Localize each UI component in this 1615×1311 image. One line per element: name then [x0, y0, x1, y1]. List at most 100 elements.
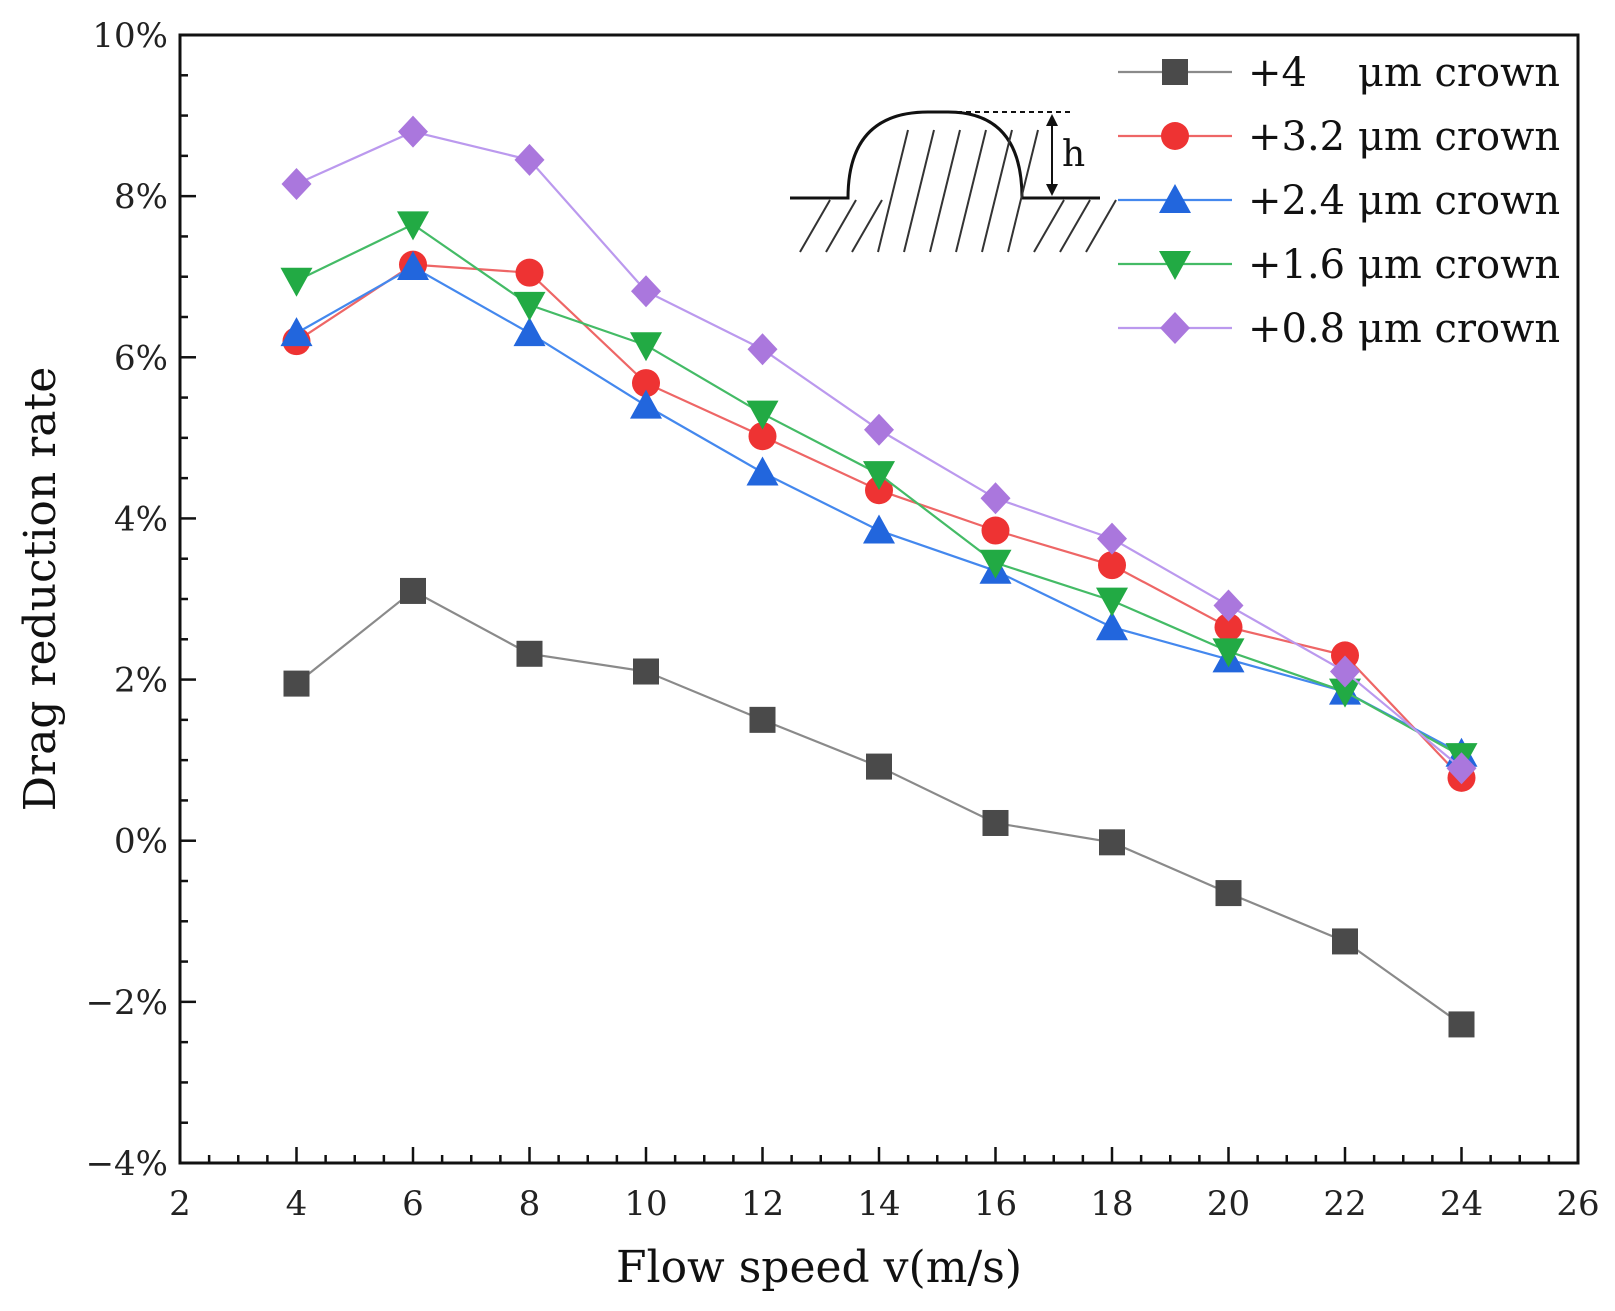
- x-tick-label: 2: [169, 1184, 191, 1224]
- y-tick-label: 10%: [92, 16, 168, 56]
- legend-entry-2: +2.4 μm crown: [1118, 178, 1560, 224]
- crown-outline: [790, 110, 1100, 200]
- y-tick-label: 8%: [114, 177, 168, 217]
- series-line: [295, 589, 1463, 1026]
- data-point: [1215, 880, 1242, 907]
- x-tick-label: 4: [286, 1184, 308, 1224]
- y-tick-label: 2%: [114, 661, 168, 701]
- axis-labels: Flow speed v(m/s) Drag reduction rate: [15, 367, 1022, 1293]
- data-point: [632, 369, 660, 398]
- data-point: [1446, 752, 1477, 785]
- y-tick-label: −4%: [86, 1144, 168, 1184]
- data-point: [981, 516, 1010, 545]
- x-tick-label: 24: [1440, 1184, 1483, 1224]
- data-point: [281, 168, 312, 201]
- data-point: [1329, 678, 1361, 708]
- legend-marker: [1160, 312, 1190, 344]
- data-point: [866, 753, 892, 780]
- series-1: [282, 250, 1476, 792]
- data-point: [400, 577, 426, 604]
- x-tick-label: 14: [857, 1184, 900, 1224]
- data-point: [280, 267, 313, 297]
- data-point: [749, 706, 776, 733]
- hatch-line: [851, 199, 883, 253]
- data-point: [864, 413, 894, 446]
- y-axis-title: Drag reduction rate: [15, 367, 66, 811]
- data-point: [283, 670, 310, 697]
- x-tick-label: 22: [1323, 1184, 1366, 1224]
- data-point: [1330, 655, 1360, 688]
- data-point: [513, 317, 546, 347]
- data-point: [1213, 589, 1244, 622]
- data-point: [747, 333, 778, 366]
- legend-entry-0: +4 μm crown: [1118, 50, 1560, 96]
- data-point: [1448, 1011, 1475, 1038]
- x-tick-label: 18: [1090, 1184, 1133, 1224]
- data-point: [1214, 613, 1243, 642]
- legend-marker: [1161, 122, 1189, 150]
- legend-marker: [1159, 184, 1191, 213]
- data-point: [280, 317, 313, 347]
- x-tick-label: 10: [624, 1184, 667, 1224]
- legend-entry-3: +1.6 μm crown: [1118, 242, 1560, 288]
- y-tick-label: 0%: [114, 822, 168, 862]
- hatch-line: [1085, 199, 1117, 253]
- x-tick-label: 12: [741, 1184, 784, 1224]
- data-point: [748, 422, 777, 451]
- x-tick-label: 20: [1207, 1184, 1250, 1224]
- data-point: [1098, 551, 1126, 580]
- data-point: [633, 658, 659, 685]
- arrow-head-top: [1046, 114, 1058, 126]
- data-point: [982, 809, 1009, 836]
- x-tick-label: 8: [519, 1184, 541, 1224]
- data-point: [513, 291, 546, 321]
- legend-label: +4 μm crown: [1248, 50, 1560, 96]
- x-axis-title: Flow speed v(m/s): [616, 1242, 1022, 1293]
- hatch-line: [1007, 129, 1039, 253]
- hatch-line: [825, 199, 857, 253]
- data-point: [515, 258, 544, 287]
- legend-entry-4: +0.8 μm crown: [1118, 306, 1560, 352]
- height-label: h: [1062, 134, 1085, 175]
- data-point: [1332, 928, 1358, 955]
- legend-entry-1: +3.2 μm crown: [1118, 114, 1560, 160]
- legend-marker: [1162, 59, 1188, 85]
- legend-label: +3.2 μm crown: [1248, 114, 1560, 160]
- data-point: [516, 640, 543, 667]
- arrow-head-bottom: [1046, 184, 1058, 196]
- data-point: [1096, 611, 1128, 641]
- data-point: [979, 549, 1012, 579]
- data-point: [398, 115, 428, 148]
- hatch-line: [1059, 199, 1091, 253]
- data-point: [397, 211, 429, 241]
- data-point: [514, 143, 545, 176]
- legend-marker: [1159, 251, 1191, 280]
- hatch-line: [981, 129, 1013, 253]
- y-tick-label: −2%: [86, 983, 168, 1023]
- data-point: [1096, 587, 1128, 617]
- data-point: [397, 251, 429, 281]
- y-tick-label: 4%: [114, 499, 168, 539]
- data-point: [865, 476, 893, 505]
- x-tick-label: 16: [974, 1184, 1017, 1224]
- series-layer: [280, 115, 1478, 1038]
- legend-label: +2.4 μm crown: [1248, 178, 1560, 224]
- data-point: [863, 514, 895, 544]
- x-tick-label: 6: [402, 1184, 424, 1224]
- hatch-line: [903, 129, 935, 253]
- data-point: [1099, 829, 1125, 856]
- legend: +4 μm crown +3.2 μm crown +2.4 μm crown +1.…: [1118, 50, 1560, 352]
- data-point: [1212, 638, 1245, 668]
- plot-frame: 2 4 6 8 10 12 14 16 18 20 22 24 26−4%−2%0%2%4%6%8%10…: [86, 16, 1600, 1224]
- y-tick-label: 6%: [114, 338, 168, 378]
- data-point: [746, 456, 779, 486]
- profile-inset: h: [790, 110, 1117, 253]
- hatch-line: [799, 199, 831, 253]
- legend-label: +0.8 μm crown: [1248, 306, 1560, 352]
- data-point: [630, 332, 662, 362]
- data-point: [630, 389, 662, 419]
- series-4: [281, 115, 1477, 785]
- series-0: [283, 577, 1475, 1038]
